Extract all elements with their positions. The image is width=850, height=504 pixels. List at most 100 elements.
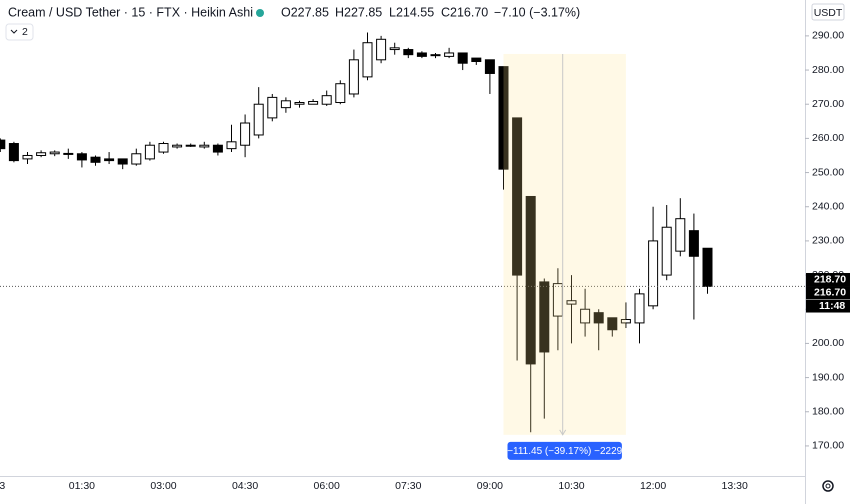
candle-body	[144, 144, 155, 160]
x-tick-label: 07:30	[395, 480, 421, 492]
y-tick-label: 230.00	[812, 235, 844, 247]
y-tick-label: 280.00	[812, 64, 844, 76]
candle-body	[498, 66, 509, 170]
ohlc-close: C216.70	[441, 5, 488, 19]
candle-body	[90, 156, 101, 163]
candle-body	[240, 122, 251, 146]
gear	[822, 480, 834, 492]
candle-body	[416, 52, 427, 57]
candle-body	[158, 143, 169, 153]
price-badge-label: 218.70	[814, 273, 846, 285]
candle-body	[593, 312, 604, 324]
candle-body	[8, 143, 19, 162]
candle-body	[36, 152, 47, 156]
settings-icon[interactable]	[822, 480, 834, 492]
candle-body	[376, 38, 387, 61]
indicator-toggle[interactable]	[5, 23, 34, 41]
candle-body	[131, 153, 142, 165]
candle-body	[117, 158, 128, 165]
candle-body	[63, 152, 74, 155]
y-tick-label: 240.00	[812, 201, 844, 213]
candle-body	[267, 96, 278, 119]
price-badge	[806, 286, 850, 300]
candle-body	[566, 300, 577, 305]
candle-body	[253, 103, 264, 136]
ohlc-high: H227.85	[335, 5, 382, 19]
candle-body	[321, 95, 332, 105]
candles	[0, 32, 713, 433]
ohlc-change: −7.10 (−3.17%)	[494, 5, 580, 19]
x-tick-label: 09:00	[477, 480, 503, 492]
chevron-icon	[10, 29, 18, 34]
candle-body	[294, 102, 305, 105]
candle-body	[226, 141, 237, 150]
x-tick-label: 06:00	[314, 480, 340, 492]
candle-body	[525, 195, 536, 365]
candle-body	[199, 144, 210, 148]
x-tick-label: 13:30	[722, 480, 748, 492]
measure-label: −111.45 (−39.17%) −2229	[507, 446, 622, 457]
y-tick-label: 170.00	[812, 440, 844, 452]
y-tick-label: 180.00	[812, 406, 844, 418]
measure-area	[503, 53, 626, 435]
candle-body	[471, 57, 482, 63]
candle-body	[484, 59, 495, 74]
candle-body	[22, 154, 33, 160]
candle-body	[403, 49, 414, 56]
x-tick-label: 12:00	[640, 480, 666, 492]
candle-body	[580, 308, 591, 324]
x-tick-label: 3	[0, 480, 5, 492]
currency-badge[interactable]	[811, 3, 845, 21]
x-tick-label: 03:00	[150, 480, 176, 492]
x-tick-label: 10:30	[558, 480, 584, 492]
candle-body	[49, 151, 60, 155]
candle-body	[280, 100, 291, 109]
measure-arrowhead	[559, 429, 567, 436]
y-tick-label: 250.00	[812, 166, 844, 178]
candle-body	[212, 144, 223, 153]
y-tick-label: 290.00	[812, 30, 844, 42]
candle-body	[308, 100, 319, 105]
currency: USDT	[814, 7, 843, 19]
price-badge	[806, 273, 850, 287]
price-badge-label: 216.70	[814, 286, 846, 298]
countdown-badge	[806, 299, 850, 313]
candle-body	[661, 226, 672, 276]
candle-body	[620, 318, 631, 324]
candle-body	[76, 153, 87, 161]
candle-body	[104, 158, 115, 162]
status-dot	[256, 9, 264, 17]
y-tick-label: 190.00	[812, 371, 844, 383]
candle-body	[348, 59, 359, 95]
candle-body	[702, 247, 713, 287]
candle-body	[675, 218, 686, 252]
gear-hub	[825, 483, 831, 489]
candle-body	[172, 144, 183, 148]
ohlc-low: L214.55	[389, 5, 434, 19]
x-tick-label: 01:30	[69, 480, 95, 492]
chart-title: Cream / USD Tether · 15 · FTX · Heikin A…	[8, 5, 253, 19]
x-tick-label: 04:30	[232, 480, 258, 492]
candle-body	[457, 52, 468, 64]
candle-body	[335, 83, 346, 104]
ohlc-open: O227.85	[281, 5, 329, 19]
candle-body	[688, 230, 699, 257]
candle-body	[444, 52, 455, 57]
countdown: 11:48	[819, 300, 845, 312]
measure-label-box	[507, 441, 622, 460]
candle-body	[648, 240, 659, 307]
candle-body	[607, 317, 618, 331]
candle-body	[430, 54, 441, 57]
candle-body	[389, 47, 400, 51]
y-tick-label: 260.00	[812, 132, 844, 144]
candle-body	[362, 42, 373, 78]
indicator-count: 2	[22, 26, 28, 38]
candle-body	[512, 117, 523, 276]
candle-body	[539, 281, 550, 353]
y-tick-label: 200.00	[812, 337, 844, 349]
y-tick-label: 270.00	[812, 98, 844, 110]
candle-body	[634, 293, 645, 324]
candle-body	[185, 144, 196, 147]
